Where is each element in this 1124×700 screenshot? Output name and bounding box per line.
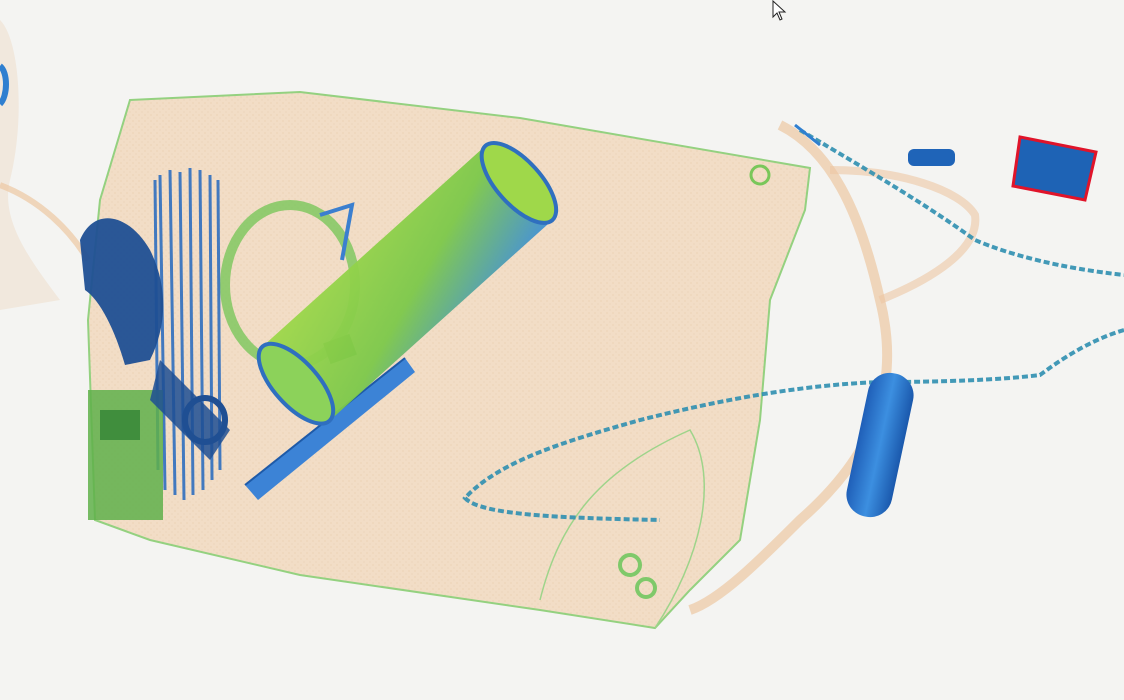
mouse-pointer-icon	[772, 0, 787, 21]
dark-tool	[80, 218, 164, 365]
electronics-board	[88, 390, 163, 520]
bag-strap-organic-2	[829, 166, 980, 304]
electronics-chip	[100, 410, 140, 440]
detection-box	[1011, 135, 1098, 202]
dark-tool-ring	[182, 395, 228, 445]
blade	[245, 358, 415, 500]
ring-2	[618, 553, 642, 577]
partial-ring-left	[0, 63, 9, 107]
partial-object-left	[0, 20, 60, 310]
small-blue-bar	[908, 149, 955, 166]
bag-fold	[539, 429, 706, 629]
bag-body	[86, 90, 812, 630]
detected-item[interactable]	[1011, 135, 1098, 202]
chain-hook	[794, 123, 821, 147]
large-tube	[256, 140, 559, 426]
chain	[462, 128, 1124, 522]
ring-3	[635, 577, 657, 599]
twist-wire	[319, 202, 355, 261]
battery-cylinder	[846, 372, 914, 518]
ring-1	[749, 164, 771, 186]
